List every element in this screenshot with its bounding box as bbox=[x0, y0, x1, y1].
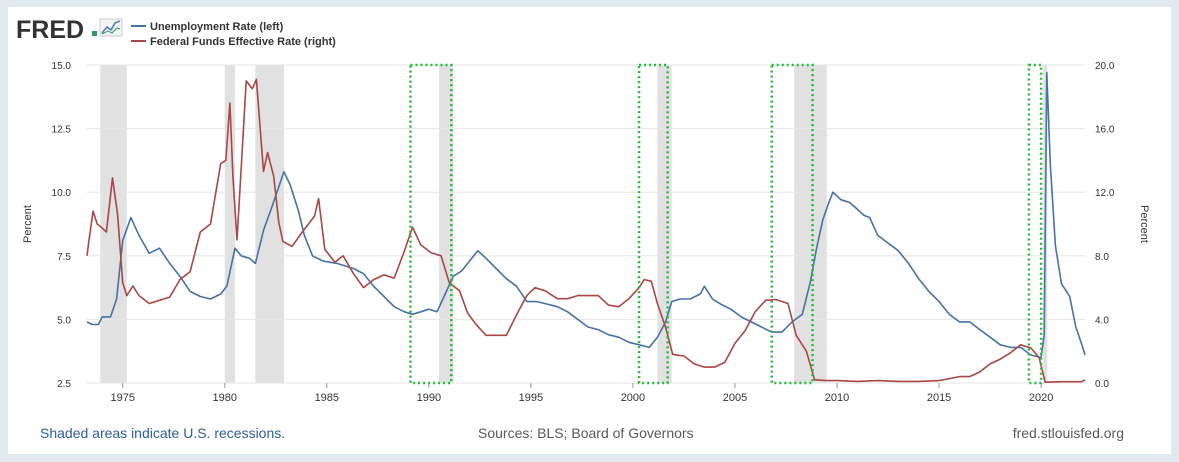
fred-logo-text: FRED bbox=[16, 16, 84, 44]
x-tick-label: 1985 bbox=[315, 392, 339, 404]
chart-legend: Unemployment Rate (left) Federal Funds E… bbox=[131, 21, 336, 48]
x-tick-label: 2005 bbox=[723, 392, 747, 404]
series-lines bbox=[86, 71, 1086, 384]
highlight-box bbox=[637, 63, 669, 385]
y-left-tick-label: 12.5 bbox=[52, 125, 72, 136]
x-tick-label: 1990 bbox=[417, 392, 441, 404]
x-tick-label: 1980 bbox=[213, 392, 237, 404]
fred-logo-chart-icon bbox=[99, 18, 123, 37]
highlight-box bbox=[770, 63, 814, 385]
recession-band bbox=[100, 65, 127, 383]
sources-text: Sources: BLS; Board of Governors bbox=[478, 425, 694, 441]
x-axis: 1975 1980 1985 1990 1995 2000 2005 2010 2015 2020 bbox=[110, 383, 1053, 404]
y-right-tick-label: 4.0 bbox=[1095, 315, 1109, 326]
legend-item-unemployment[interactable]: Unemployment Rate (left) bbox=[131, 21, 284, 33]
y-right-tick-label: 8.0 bbox=[1095, 252, 1109, 263]
recession-note: Shaded areas indicate U.S. recessions. bbox=[40, 425, 286, 441]
x-tick-label: 1995 bbox=[519, 392, 543, 404]
x-tick-label: 2010 bbox=[825, 392, 849, 404]
unemployment-rate-line bbox=[86, 71, 1086, 359]
y-left-tick-label: 5.0 bbox=[57, 315, 71, 326]
x-tick-label: 2000 bbox=[621, 392, 645, 404]
x-tick-label: 1975 bbox=[110, 392, 134, 404]
y-axis-left: 2.5 5.0 7.5 10.0 12.5 15.0 bbox=[52, 61, 72, 390]
y-right-tick-label: 20.0 bbox=[1095, 61, 1115, 72]
y-axis-right: 0.0 4.0 8.0 12.0 16.0 20.0 bbox=[1095, 61, 1115, 390]
y-right-tick-label: 12.0 bbox=[1095, 188, 1115, 199]
y-left-tick-label: 2.5 bbox=[57, 379, 71, 390]
x-tick-label: 2015 bbox=[927, 392, 951, 404]
y-right-tick-label: 0.0 bbox=[1095, 379, 1109, 390]
recession-band bbox=[224, 65, 235, 383]
highlight-boxes bbox=[409, 63, 1043, 385]
fred-logo-dot bbox=[92, 31, 97, 36]
y-left-tick-label: 10.0 bbox=[52, 188, 72, 199]
fred-logo[interactable]: FRED bbox=[16, 16, 123, 44]
y-left-tick-label: 15.0 bbox=[52, 61, 72, 72]
legend-item-fedfunds[interactable]: Federal Funds Effective Rate (right) bbox=[131, 36, 336, 48]
y-axis-right-label: Percent bbox=[1138, 205, 1150, 243]
grid-lines bbox=[87, 64, 1085, 384]
recession-band bbox=[439, 65, 454, 383]
legend-label-unemployment: Unemployment Rate (left) bbox=[150, 21, 284, 33]
fed-funds-rate-line bbox=[86, 78, 1086, 384]
y-left-tick-label: 7.5 bbox=[57, 252, 71, 263]
y-axis-left-label: Percent bbox=[22, 205, 34, 243]
plot-area bbox=[87, 65, 1085, 383]
highlight-box bbox=[1027, 63, 1043, 385]
x-tick-label: 2020 bbox=[1029, 392, 1053, 404]
y-right-tick-label: 16.0 bbox=[1095, 125, 1115, 136]
site-link[interactable]: fred.stlouisfed.org bbox=[1012, 425, 1124, 441]
legend-label-fedfunds: Federal Funds Effective Rate (right) bbox=[150, 36, 336, 48]
highlight-box bbox=[409, 63, 453, 385]
recession-band bbox=[657, 65, 672, 383]
